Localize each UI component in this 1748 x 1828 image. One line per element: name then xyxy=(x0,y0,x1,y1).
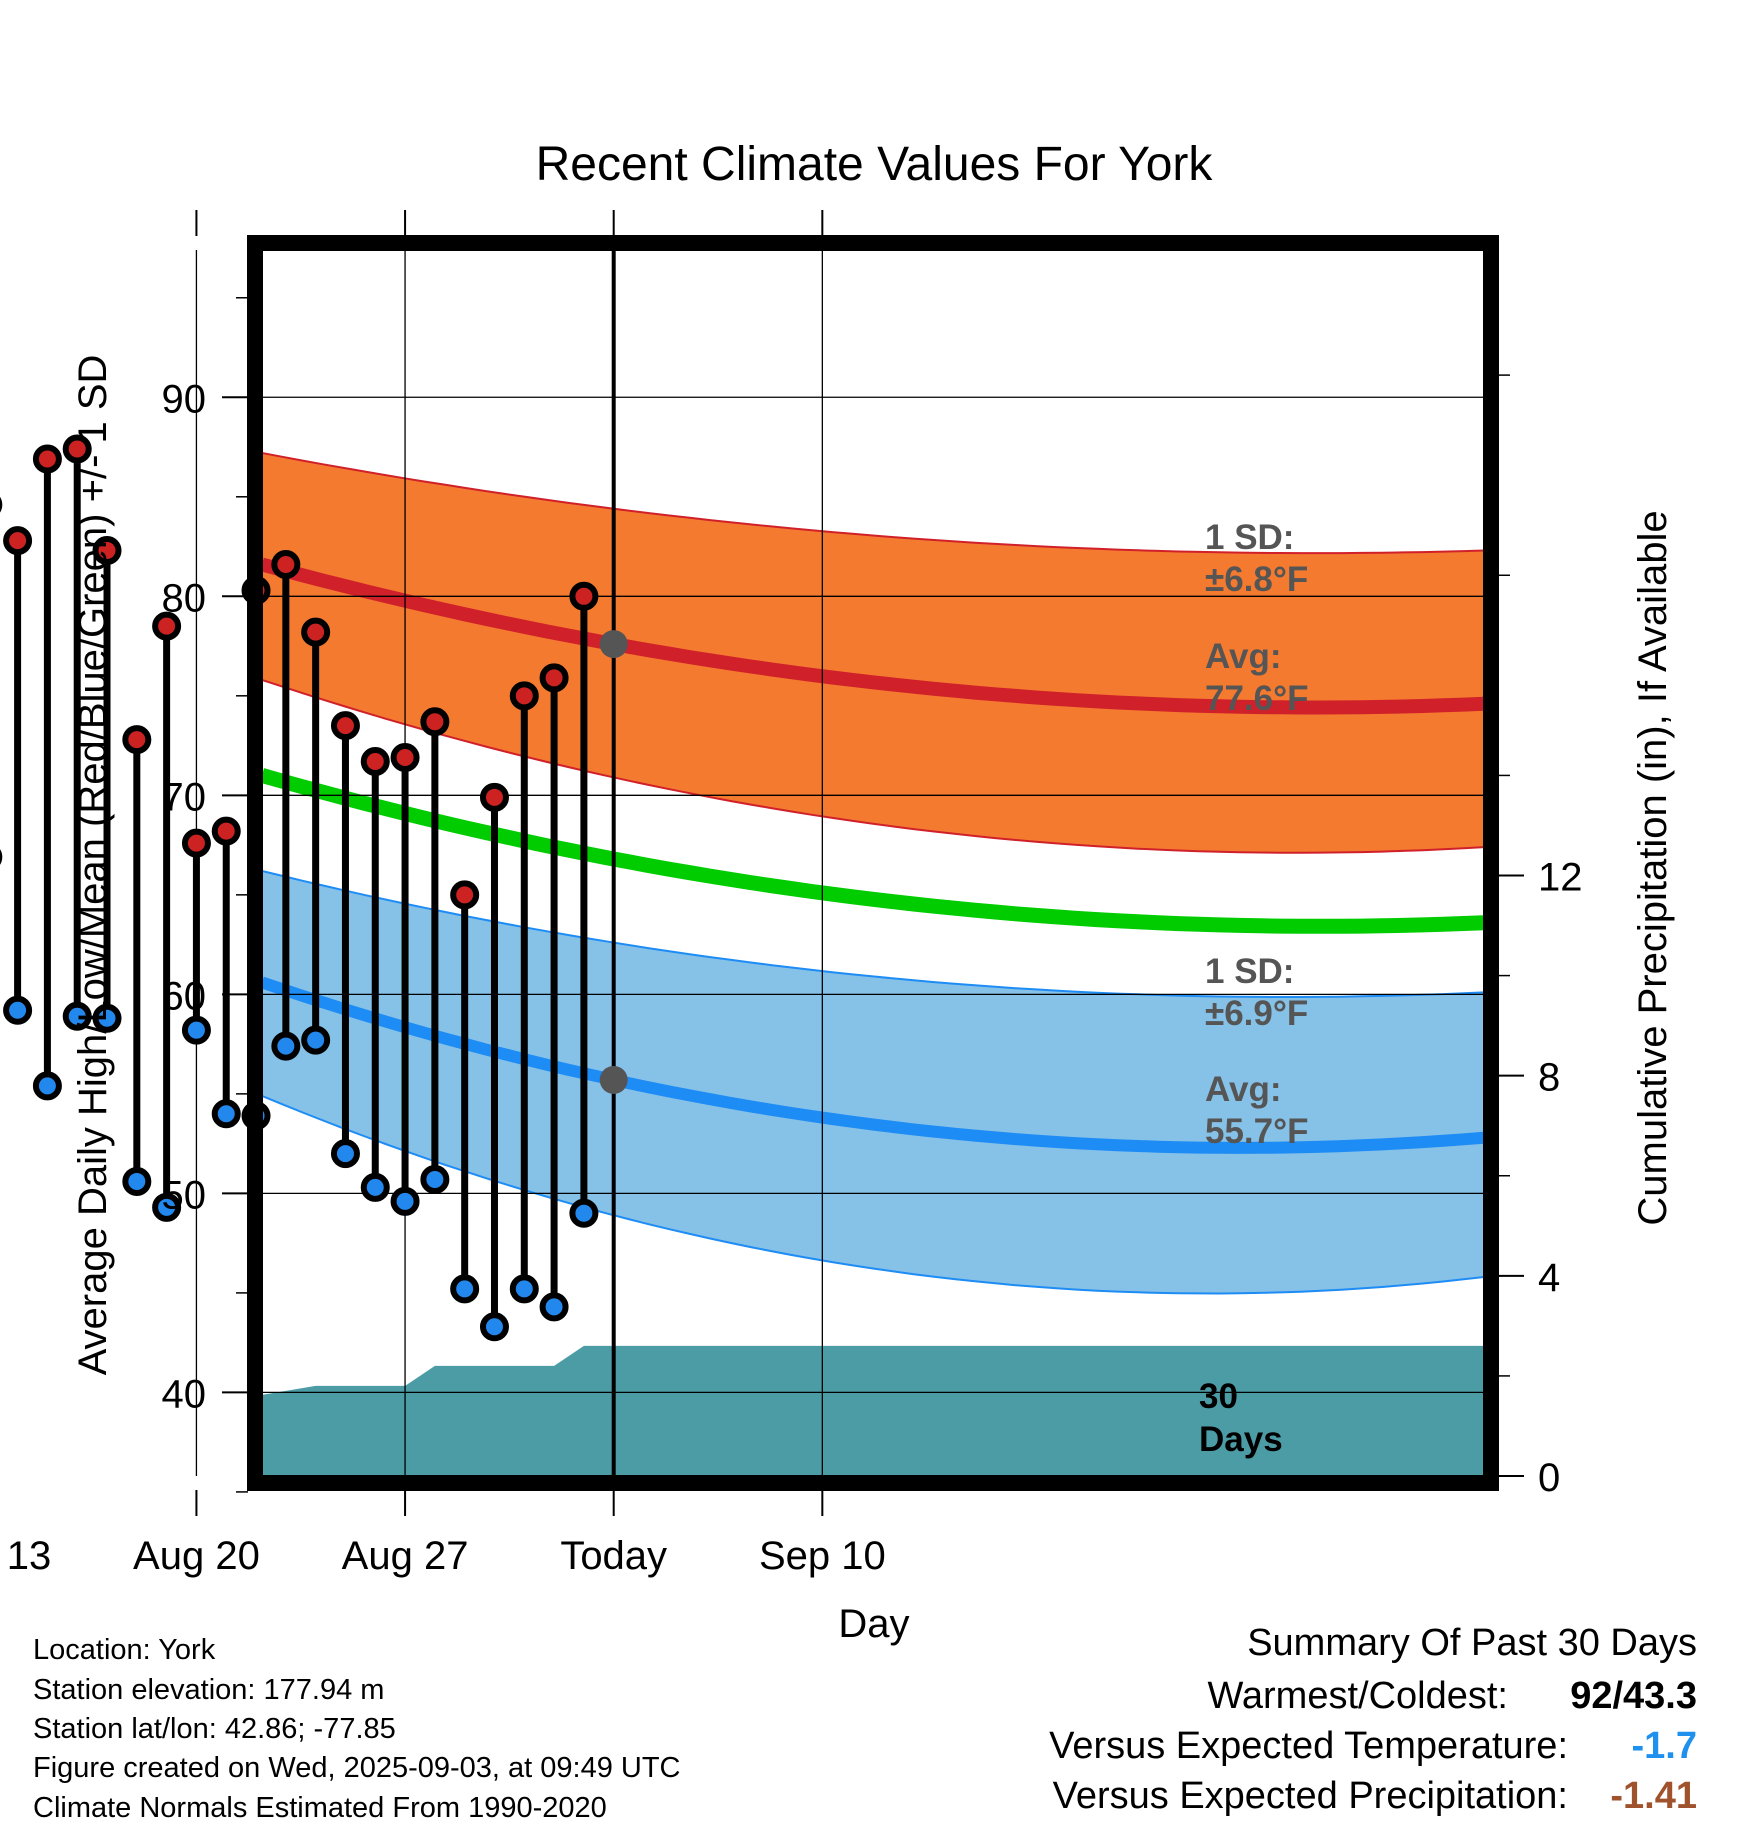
days-count-label: 30 xyxy=(1199,1377,1238,1416)
y-axis-label-left: Average Daily High/Low/Mean (Red/Blue/Gr… xyxy=(71,355,115,1376)
cumulative-precip-area xyxy=(262,1345,1484,1476)
info-normals: Climate Normals Estimated From 1990-2020 xyxy=(33,1792,607,1824)
daily-high-point xyxy=(301,617,331,647)
low-sd-value: ±6.9°F xyxy=(1205,994,1308,1033)
daily-low-point xyxy=(3,995,33,1025)
today-low-avg-point xyxy=(599,1065,628,1094)
daily-high-point xyxy=(360,746,390,776)
daily-low-point xyxy=(569,1198,599,1228)
high-sd-label: 1 SD: xyxy=(1205,518,1294,557)
data-marks xyxy=(0,240,628,1476)
daily-low-point xyxy=(301,1025,331,1055)
x-tick-label-4: Today xyxy=(560,1534,667,1578)
x-tick-label-5: Sep 10 xyxy=(759,1534,886,1578)
chart-title: Recent Climate Values For York xyxy=(536,138,1214,191)
daily-low-point xyxy=(509,1274,539,1304)
daily-low-point xyxy=(479,1312,509,1342)
high-sd-upper-edge xyxy=(262,452,1484,555)
daily-high-point xyxy=(420,707,450,737)
daily-high-point xyxy=(3,526,33,556)
x-axis-label: Day xyxy=(838,1602,909,1646)
daily-low-point xyxy=(360,1172,390,1202)
daily-high-point xyxy=(92,536,122,566)
y-left-tick-label-1: 50 xyxy=(162,1173,207,1217)
x-tick-label-1: Aug 13 xyxy=(0,1534,51,1578)
daily-low-point xyxy=(92,1003,122,1033)
daily-low-point xyxy=(211,1099,241,1129)
high-sd-lower-edge xyxy=(262,678,1484,854)
y-axis-label-right: Cumulative Precipitation (in), If Availa… xyxy=(1631,510,1675,1225)
high-sd-value: ±6.8°F xyxy=(1205,560,1308,599)
daily-high-point xyxy=(181,828,211,858)
daily-high-point xyxy=(479,782,509,812)
daily-low-point xyxy=(271,1031,301,1061)
plot-area xyxy=(262,452,1484,1476)
daily-low-point xyxy=(450,1274,480,1304)
daily-low-point xyxy=(62,1001,92,1031)
high-sd-band xyxy=(262,453,1484,853)
summary-temp-label: Versus Expected Temperature: xyxy=(1049,1725,1568,1767)
y-left-tick-label-4: 80 xyxy=(162,576,207,620)
daily-low-point xyxy=(330,1139,360,1169)
daily-high-point xyxy=(330,711,360,741)
summary-warmest-label: Warmest/Coldest: xyxy=(1207,1675,1508,1717)
daily-low-point xyxy=(122,1166,152,1196)
daily-high-point xyxy=(152,611,182,641)
x-tick-label-2: Aug 20 xyxy=(133,1534,260,1578)
daily-low-point xyxy=(32,1071,62,1101)
y-right-tick-label-0: 0 xyxy=(1538,1456,1560,1500)
daily-low-point xyxy=(390,1186,420,1216)
summary-temp-value: -1.7 xyxy=(1631,1725,1697,1767)
summary-precip-value: -1.41 xyxy=(1610,1775,1697,1817)
days-word-label: Days xyxy=(1199,1420,1283,1459)
summary-precip-label: Versus Expected Precipitation: xyxy=(1052,1775,1568,1817)
daily-high-point xyxy=(62,434,92,464)
daily-high-point xyxy=(271,549,301,579)
daily-high-point xyxy=(569,581,599,611)
daily-low-point xyxy=(420,1164,450,1194)
normal-high-line xyxy=(262,557,1484,715)
y-left-tick-label-0: 40 xyxy=(162,1372,207,1416)
y-right-tick-label-2: 8 xyxy=(1538,1056,1560,1100)
high-avg-label: Avg: xyxy=(1205,637,1281,676)
info-created: Figure created on Wed, 2025-09-03, at 09… xyxy=(33,1752,681,1784)
y-left-tick-label-3: 70 xyxy=(162,775,207,819)
today-high-avg-point xyxy=(599,630,628,659)
high-avg-value: 77.6°F xyxy=(1205,679,1309,718)
x-tick-label-3: Aug 27 xyxy=(342,1534,469,1578)
summary-title: Summary Of Past 30 Days xyxy=(1247,1622,1697,1664)
y-right-tick-label-3: 12 xyxy=(1538,856,1583,900)
normal-mean-line xyxy=(262,768,1484,934)
y-right-tick-label-1: 4 xyxy=(1538,1256,1560,1300)
low-sd-label: 1 SD: xyxy=(1205,952,1294,991)
daily-high-point xyxy=(211,816,241,846)
daily-high-point xyxy=(390,743,420,773)
daily-low-point xyxy=(152,1192,182,1222)
low-sd-band xyxy=(262,871,1484,1294)
info-elevation: Station elevation: 177.94 m xyxy=(33,1674,385,1706)
daily-high-point xyxy=(122,725,152,755)
y-left-tick-label-5: 90 xyxy=(162,377,207,421)
low-avg-value: 55.7°F xyxy=(1205,1112,1309,1151)
plot-frame xyxy=(247,235,1499,1491)
daily-high-point xyxy=(539,663,569,693)
daily-low-point xyxy=(539,1292,569,1322)
y-left-tick-label-2: 60 xyxy=(162,974,207,1018)
daily-low-point xyxy=(181,1015,211,1045)
daily-high-point xyxy=(509,681,539,711)
info-location: Location: York xyxy=(33,1634,216,1666)
info-latlon: Station lat/lon: 42.86; -77.85 xyxy=(33,1713,396,1745)
daily-high-point xyxy=(32,444,62,474)
low-avg-label: Avg: xyxy=(1205,1070,1281,1109)
summary-warmest-value: 92/43.3 xyxy=(1570,1675,1697,1717)
daily-high-point xyxy=(450,880,480,910)
